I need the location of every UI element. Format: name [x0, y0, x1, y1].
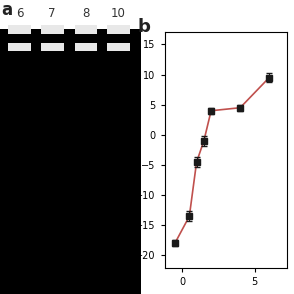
Text: a: a — [1, 1, 13, 19]
Bar — [107, 43, 130, 51]
Bar — [0, 0, 141, 29]
Text: 10: 10 — [111, 7, 126, 20]
Bar — [75, 43, 97, 51]
Text: 7: 7 — [49, 7, 56, 20]
Bar — [9, 25, 31, 34]
Text: 6: 6 — [16, 7, 24, 20]
Bar — [9, 43, 31, 51]
Y-axis label: Zeta potentlal(mv): Zeta potentlal(mv) — [122, 101, 132, 199]
Text: 8: 8 — [82, 7, 90, 20]
Bar — [41, 43, 64, 51]
Text: b: b — [138, 18, 151, 36]
Bar — [107, 25, 130, 34]
Bar — [41, 25, 64, 34]
Bar — [75, 25, 97, 34]
